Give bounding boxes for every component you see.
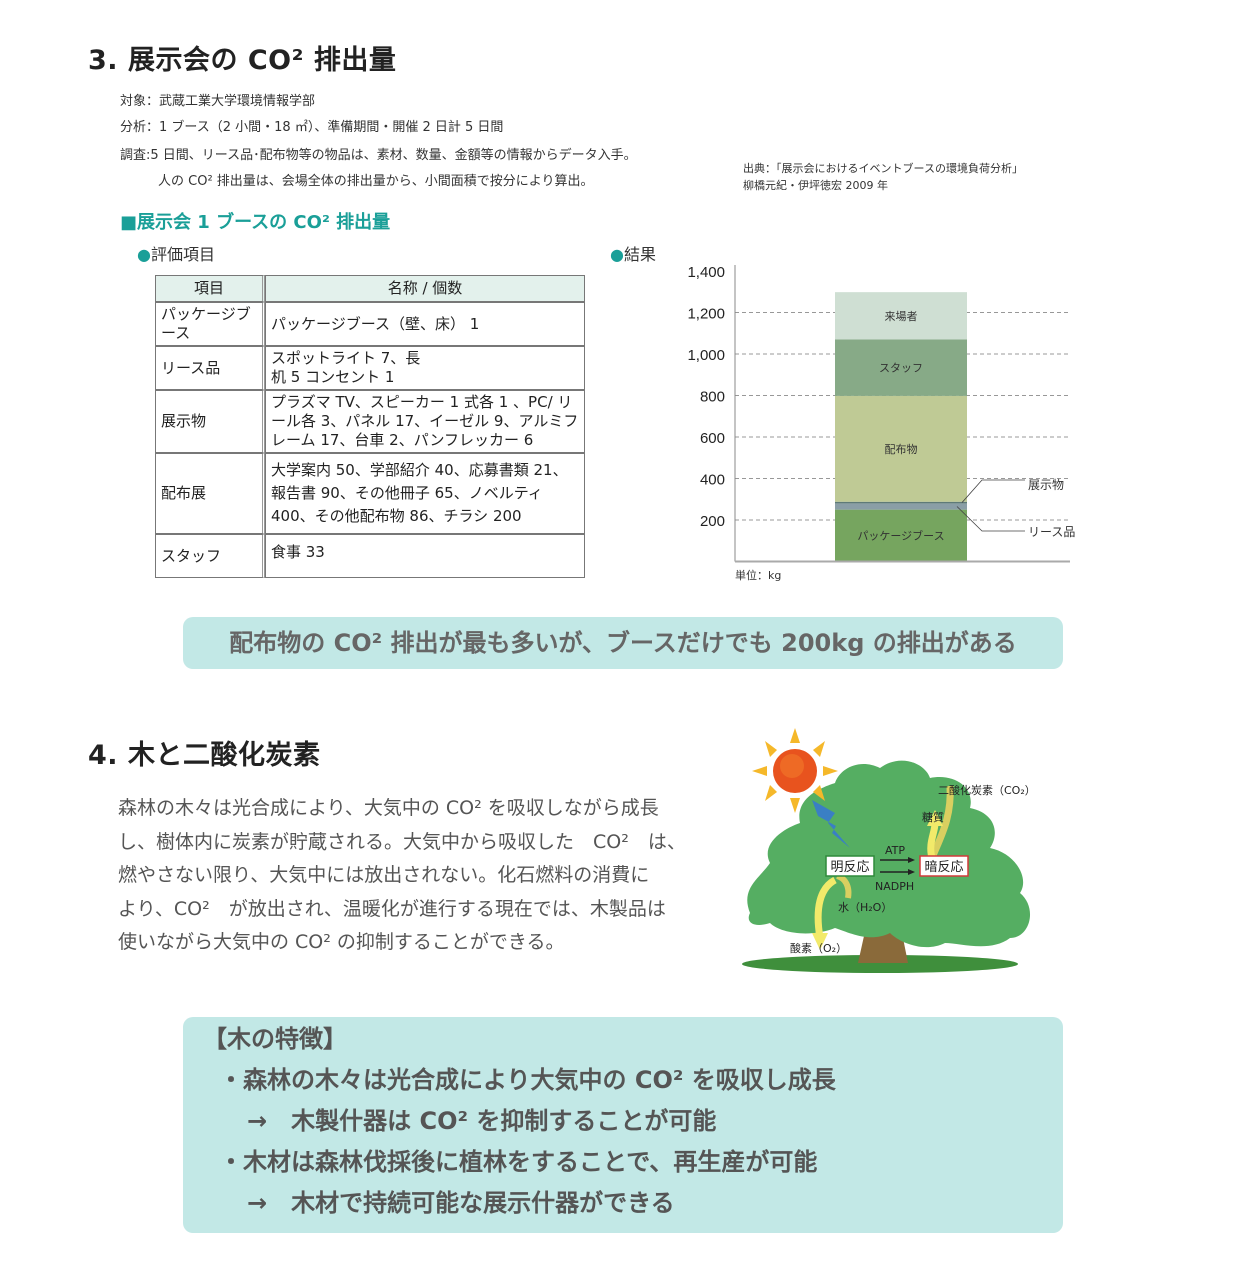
bar-segment-1 — [835, 503, 967, 510]
header-name-count: 名称 / 個数 — [265, 275, 585, 302]
row-item: パッケージブース — [155, 302, 265, 346]
table-row: スタッフ 食事 33 — [155, 534, 585, 578]
nadph-label: NADPH — [875, 880, 914, 893]
paragraph-line: 燃やさない限り、大気中には放出されない。化石燃料の消費に — [118, 864, 650, 886]
sugar-arrow — [927, 822, 939, 859]
row-detail: 食事 33 — [265, 534, 585, 578]
paragraph-line: し、樹体内に炭素が貯蔵される。大気中から吸収した CO² は、 — [118, 830, 686, 853]
atp-label: ATP — [885, 844, 905, 857]
light-reaction-box — [825, 855, 875, 877]
section3-title: 3. 展示会の CO² 排出量 — [88, 45, 397, 76]
eval-label: 評価項目 — [150, 245, 215, 264]
row-item: リース品 — [155, 346, 265, 390]
section4-paragraph: 森林の木々は光合成により、大気中の CO² を吸収しながら成長 し、樹体内に炭素… — [118, 792, 686, 960]
bar-segment-2 — [835, 501, 967, 504]
paragraph-line: 使いながら大気中の CO² の抑制することができる。 — [118, 931, 565, 953]
feature-result: → 木材で持続可能な展示什器ができる — [247, 1189, 675, 1217]
sugar-arrow-head — [927, 810, 943, 826]
callout-label-exhibit: 展示物 — [1028, 478, 1064, 492]
callout-line-exhibit — [961, 479, 1025, 503]
info-target: 対象：武蔵工業大学環境情報学部 — [120, 94, 316, 109]
light-bolt-icon — [812, 800, 850, 848]
light-reaction-label: 明反応 — [830, 860, 869, 875]
feature-item: ・森林の木々は光合成により大気中の CO² を吸収し成長 — [219, 1066, 836, 1094]
result-heading: ●結果 — [610, 241, 656, 265]
bar-segment-0 — [835, 509, 967, 562]
table-row: 展示物 プラズマ TV、スピーカー 1 式各 1 、PC/ リール各 3、パネル… — [155, 390, 585, 453]
sun-icon — [752, 728, 838, 813]
y-tick-label: 1,200 — [687, 306, 725, 323]
callout-label-lease: リース品 — [1028, 525, 1075, 539]
wood-features-box: 【木の特徴】 ・森林の木々は光合成により大気中の CO² を吸収し成長 → 木製… — [183, 1017, 1063, 1233]
info-analysis: 分析：1 ブース（2 小間・18 ㎡）、準備期間・開催 2 日計 5 日間 — [120, 120, 504, 135]
segment-label: パッケージブース — [857, 529, 944, 543]
evaluation-table: 項目 名称 / 個数 パッケージブース パッケージブース（壁、床） 1 リース品… — [155, 275, 585, 578]
source-line-2: 柳橋元紀・伊坪徳宏 2009 年 — [743, 179, 888, 192]
table-row: リース品 スポットライト 7、長机 5 コンセント 1 — [155, 346, 585, 390]
y-tick-label: 1,000 — [687, 347, 725, 364]
y-tick-label: 1,400 — [687, 264, 725, 281]
row-detail: パッケージブース（壁、床） 1 — [265, 302, 585, 346]
row-item: 配布展 — [155, 453, 265, 534]
bar-segment-3 — [835, 395, 967, 502]
water-label: 水（H₂O） — [838, 901, 892, 914]
atp-arrow-head — [908, 857, 915, 863]
source-line-1: 出典：「展示会におけるイベントブースの環境負荷分析」 — [743, 162, 1023, 175]
segment-label: スタッフ — [879, 362, 923, 375]
subheading: ■展示会 1 ブースの CO² 排出量 — [120, 212, 391, 233]
row-item: スタッフ — [155, 534, 265, 578]
sugar-label: 糖質 — [922, 810, 944, 824]
co2-label: 二酸化炭素（CO₂） — [938, 783, 1036, 797]
section4-title: 4. 木と二酸化炭素 — [88, 740, 321, 771]
table-row: 配布展 大学案内 50、学部紹介 40、応募書類 21、報告書 90、その他冊子… — [155, 453, 585, 534]
y-tick-label: 800 — [700, 389, 725, 406]
oxygen-arrow-head — [812, 933, 828, 950]
nadph-arrow-head — [908, 869, 915, 875]
y-tick-label: 400 — [700, 472, 725, 489]
bullet-icon: ● — [610, 245, 624, 264]
ground-shadow — [742, 955, 1018, 973]
row-item: 展示物 — [155, 390, 265, 453]
bar-segment-5 — [835, 292, 967, 340]
segment-label: 来場者 — [885, 310, 918, 323]
info-survey: 調査:5 日間、リース品･配布物等の物品は、素材、数量、金額等の情報からデータ入… — [120, 148, 637, 163]
info-survey-note: 人の CO² 排出量は、会場全体の排出量から、小間面積で按分により算出。 — [158, 174, 594, 189]
dark-reaction-box — [919, 855, 969, 877]
dark-reaction-label: 暗反応 — [924, 860, 963, 875]
row-detail: スポットライト 7、長机 5 コンセント 1 — [265, 346, 585, 390]
table-row: パッケージブース パッケージブース（壁、床） 1 — [155, 302, 585, 346]
feature-result: → 木製什器は CO² を抑制することが可能 — [247, 1107, 717, 1135]
paragraph-line: 森林の木々は光合成により、大気中の CO² を吸収しながら成長 — [118, 797, 659, 819]
bullet-icon: ● — [137, 245, 151, 264]
callout-line-lease — [956, 506, 1025, 532]
unit-label: 単位：kg — [735, 568, 781, 582]
photosynthesis-diagram: 明反応 暗反応 ATP NADPH 二酸化炭素（CO₂） 糖質 水（H₂O） 酸… — [742, 728, 1036, 973]
feature-item: ・木材は森林伐採後に植林をすることで、再生産が可能 — [219, 1148, 818, 1176]
result-label: 結果 — [623, 245, 656, 264]
paragraph-line: より、CO² が放出され、温暖化が進行する現在では、木製品は — [118, 897, 666, 920]
table-header: 項目 名称 / 個数 — [155, 275, 585, 302]
features-heading: 【木の特徴】 — [203, 1025, 347, 1053]
bar-segment-4 — [835, 339, 967, 396]
segment-label: 配布物 — [885, 442, 918, 456]
row-detail: プラズマ TV、スピーカー 1 式各 1 、PC/ リール各 3、パネル 17、… — [265, 390, 585, 453]
oxygen-label: 酸素（O₂） — [790, 941, 847, 955]
header-item: 項目 — [155, 275, 265, 302]
eval-heading: ●評価項目 — [137, 241, 215, 265]
conclusion-callout: 配布物の CO² 排出が最も多いが、ブースだけでも 200kg の排出がある — [183, 617, 1063, 669]
oxygen-arrow — [814, 876, 837, 939]
y-tick-label: 200 — [700, 513, 725, 530]
y-tick-label: 600 — [700, 430, 725, 447]
row-detail: 大学案内 50、学部紹介 40、応募書類 21、報告書 90、その他冊子 65、… — [265, 453, 585, 534]
